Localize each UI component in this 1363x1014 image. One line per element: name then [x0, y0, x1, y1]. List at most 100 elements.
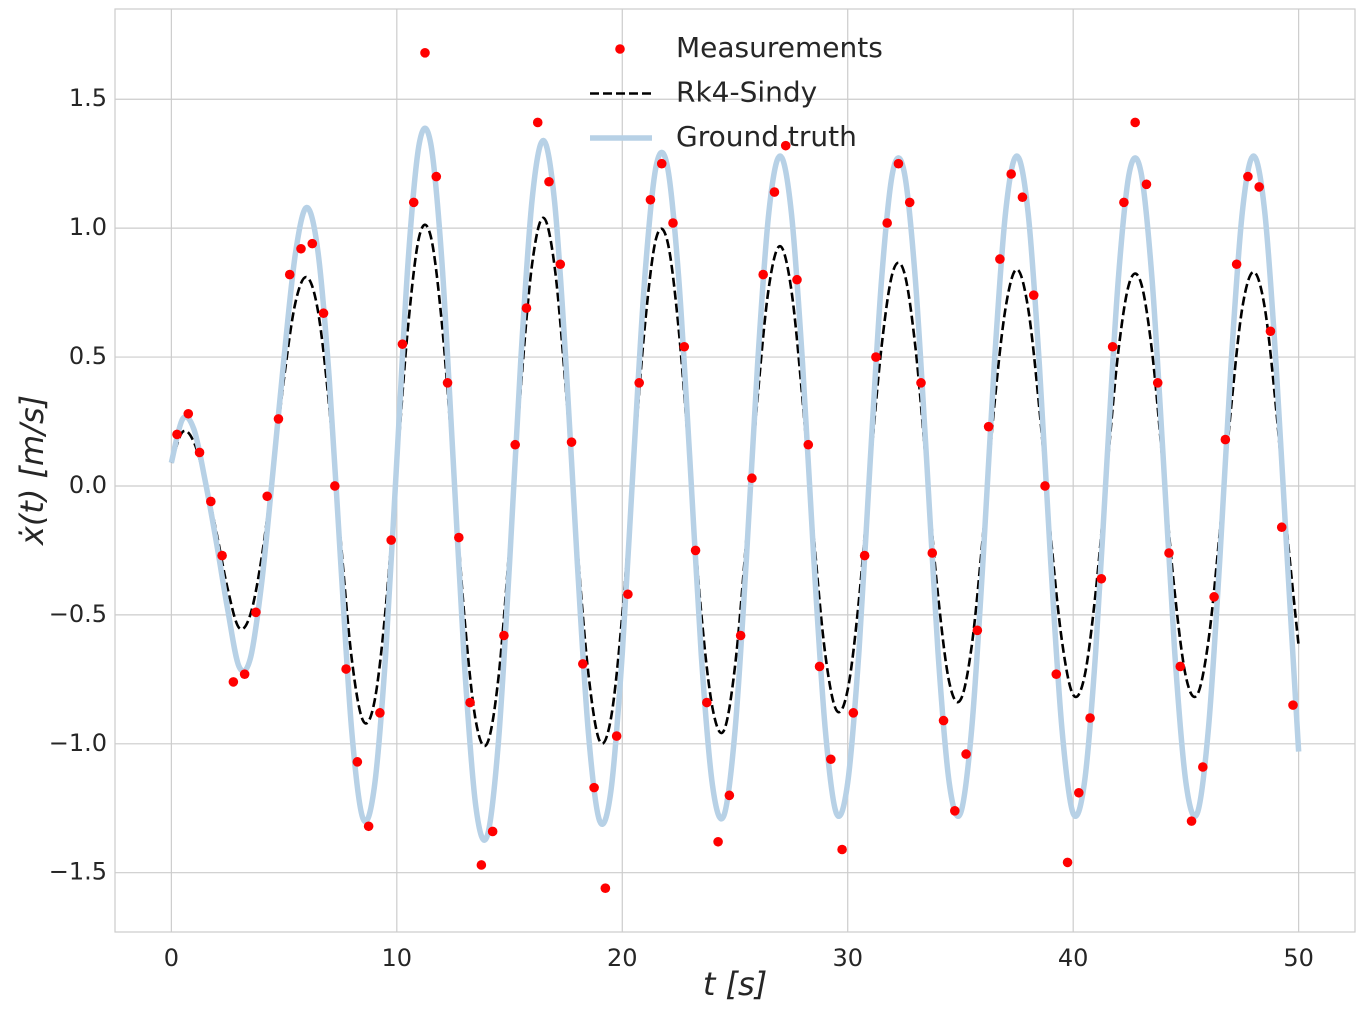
measurement-point — [318, 308, 329, 319]
measurement-point — [183, 408, 194, 419]
measurement-point — [330, 481, 340, 491]
measurement-point — [1017, 192, 1028, 203]
y-tick-label: 0.5 — [69, 342, 107, 370]
measurement-point — [882, 218, 892, 228]
measurement-point — [724, 790, 735, 801]
measurement-point — [645, 194, 656, 205]
x-tick-label: 30 — [832, 944, 863, 972]
measurement-point — [296, 243, 306, 254]
grid — [115, 9, 1355, 932]
measurement-point — [656, 158, 667, 169]
measurement-point — [769, 187, 780, 197]
measurement-point — [961, 749, 971, 759]
measurement-point — [690, 545, 701, 556]
measurement-point — [1288, 700, 1298, 710]
measurement-point — [487, 826, 498, 837]
measurement-point — [803, 439, 814, 450]
x-tick-label: 50 — [1283, 944, 1314, 972]
measurement-point — [578, 659, 588, 669]
measurement-point — [1051, 669, 1062, 679]
measurement-point — [499, 630, 509, 641]
measurement-point — [600, 883, 611, 893]
measurement-point — [758, 269, 768, 280]
ticks: 0 10 20 30 40 50 −1.5 −1.0 −0.5 0.0 0.5 1.0 1.5 — [49, 84, 1314, 972]
measurement-point — [532, 117, 543, 128]
measurement-point — [465, 697, 475, 708]
measurement-point — [1040, 481, 1050, 491]
measurement-point — [375, 708, 385, 718]
x-tick-label: 40 — [1058, 944, 1089, 972]
measurement-point — [521, 303, 532, 313]
measurement-point — [1198, 762, 1208, 772]
measurement-point — [206, 496, 216, 507]
measurement-point — [623, 589, 633, 600]
solid-line — [168, 125, 1302, 843]
measurement-point — [972, 625, 983, 636]
measurement-point — [194, 447, 205, 458]
measurement-point — [1265, 326, 1276, 337]
measurement-point — [780, 140, 791, 151]
legend: Measurements Rk4-Sindy Ground truth — [590, 31, 883, 153]
measurement-point — [983, 421, 994, 432]
measurement-point — [544, 176, 554, 187]
measurement-point — [679, 341, 690, 352]
legend-marker — [615, 44, 625, 54]
measurement-point — [1085, 713, 1095, 723]
measurement-point — [713, 836, 723, 847]
measurement-point — [228, 677, 239, 687]
measurement-point — [510, 439, 520, 450]
measurement-point — [1186, 816, 1197, 826]
measurement-point — [341, 664, 351, 674]
measurement-point — [431, 171, 442, 182]
measurement-point — [1175, 661, 1186, 672]
measurement-point — [386, 535, 396, 545]
y-tick-label: −0.5 — [49, 600, 107, 628]
measurement-point — [262, 491, 272, 502]
measurement-point — [273, 414, 284, 424]
measurement-point — [792, 274, 802, 285]
legend-label: Ground truth — [676, 120, 857, 153]
measurement-point — [893, 158, 904, 169]
y-axis-label: ẋ(t) [m/s] — [13, 395, 51, 546]
measurement-point — [611, 731, 622, 741]
measurement-point — [1209, 592, 1219, 602]
y-tick-label: 1.5 — [69, 84, 107, 112]
measurement-point — [442, 378, 453, 388]
measurement-point — [1141, 179, 1152, 190]
measurement-point — [555, 259, 566, 270]
measurement-point — [408, 197, 419, 208]
measurement-point — [1164, 548, 1174, 558]
measurement-point — [995, 254, 1005, 264]
x-tick-label: 0 — [164, 944, 179, 972]
measurement-point — [566, 437, 577, 447]
y-tick-label: −1.5 — [49, 858, 107, 886]
measurement-point — [735, 630, 746, 641]
measurement-point — [1231, 259, 1242, 270]
measurement-point — [1006, 169, 1016, 179]
measurement-point — [927, 548, 938, 558]
measurement-point — [1096, 573, 1107, 584]
measurement-point — [1062, 857, 1073, 868]
measurement-point — [634, 378, 644, 388]
measurement-point — [172, 429, 182, 440]
measurement-point — [363, 821, 374, 832]
measurement-point — [848, 708, 859, 718]
measurement-point — [1243, 171, 1253, 182]
x-axis-label: t [s] — [703, 965, 767, 1003]
measurement-point — [950, 806, 960, 816]
measurement-point — [702, 697, 712, 708]
measurement-point — [871, 352, 881, 362]
measurement-point — [814, 661, 825, 672]
measurement-point — [476, 860, 487, 870]
measurement-point — [668, 218, 678, 228]
measurement-point — [859, 550, 870, 561]
measurement-point — [938, 715, 949, 726]
measurement-point — [1220, 434, 1231, 445]
y-tick-label: −1.0 — [49, 729, 107, 757]
measurement-point — [1254, 182, 1264, 192]
measurement-point — [916, 378, 926, 388]
plot-area — [114, 8, 1356, 933]
measurement-point — [1074, 787, 1084, 798]
measurement-point — [826, 754, 836, 765]
legend-label: Rk4-Sindy — [676, 76, 817, 109]
